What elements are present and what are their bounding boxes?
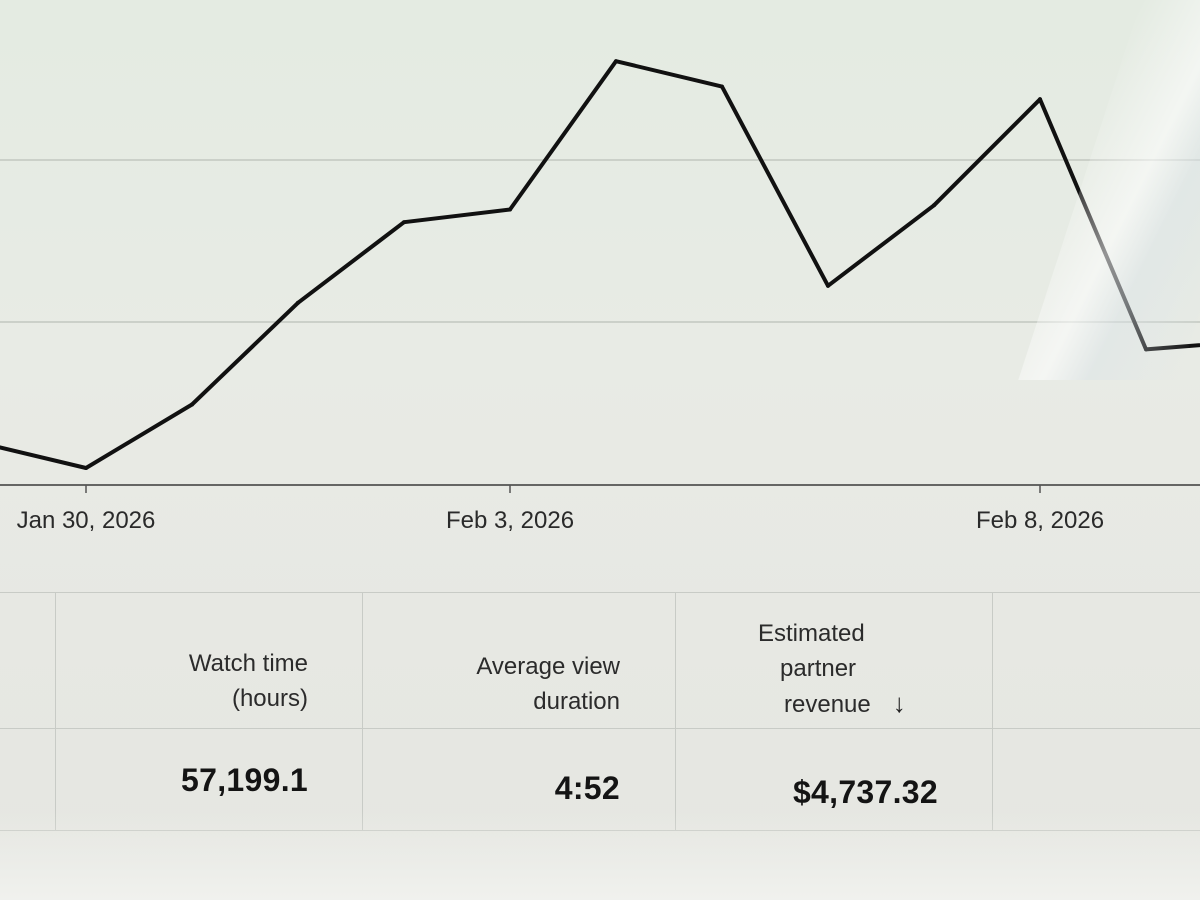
x-axis-ticks — [85, 485, 1041, 493]
table-bottom-border — [0, 830, 1200, 831]
data-point-9[interactable] — [826, 283, 830, 288]
est-revenue-header[interactable]: Estimated partner revenue ↓ — [758, 616, 978, 722]
est-revenue-header-line-2: partner — [780, 655, 857, 682]
watch-time-value: 57,199.1 — [181, 762, 308, 798]
avg-view-duration-header[interactable]: Average view duration — [380, 649, 620, 719]
table-header-divider — [0, 728, 1200, 729]
metrics-table: Watch time (hours) 57,199.1 Average view… — [0, 592, 1200, 832]
data-point-2[interactable] — [84, 466, 88, 470]
arrow-down-icon[interactable]: ↓ — [892, 688, 906, 718]
col-divider-3 — [675, 592, 676, 830]
col-divider-4 — [992, 592, 993, 830]
est-revenue-value: $4,737.32 — [792, 774, 938, 810]
data-point-6[interactable] — [508, 207, 512, 212]
data-point-4[interactable] — [296, 300, 300, 305]
series-line[interactable] — [0, 59, 1200, 470]
col-divider-1 — [55, 592, 56, 830]
watch-time-header[interactable]: Watch time (hours) — [70, 646, 308, 716]
watch-time-header-line-1: Watch time — [188, 650, 308, 677]
est-revenue-header-line-3-text: revenue — [784, 691, 871, 718]
data-point-12[interactable] — [1144, 347, 1148, 352]
data-point-3[interactable] — [190, 402, 194, 407]
avg-view-duration-header-line-1: Average view — [476, 653, 620, 680]
line-chart: Jan 30, 2026 Feb 3, 2026 Feb 8, 2026 — [0, 59, 1200, 534]
data-point-5[interactable] — [402, 220, 406, 225]
avg-view-duration-header-line-2: duration — [533, 688, 620, 715]
col-divider-2 — [362, 592, 363, 830]
data-point-11[interactable] — [1038, 97, 1042, 102]
x-tick-labels: Jan 30, 2026 Feb 3, 2026 Feb 8, 2026 — [17, 507, 1104, 534]
table-top-border — [0, 592, 1200, 593]
est-revenue-header-line-3: revenue ↓ — [758, 686, 978, 722]
x-tick-label-3: Feb 8, 2026 — [976, 507, 1104, 534]
x-tick-label-2: Feb 3, 2026 — [446, 507, 574, 534]
watch-time-header-line-2: (hours) — [231, 685, 308, 712]
data-point-8[interactable] — [720, 84, 724, 89]
chart-gridlines — [0, 159, 1200, 323]
data-point-10[interactable] — [932, 203, 936, 208]
data-point-7[interactable] — [614, 59, 618, 64]
est-revenue-header-line-1: Estimated — [758, 620, 865, 647]
x-tick-label-1: Jan 30, 2026 — [17, 507, 156, 534]
avg-view-duration-value: 4:52 — [554, 770, 620, 806]
